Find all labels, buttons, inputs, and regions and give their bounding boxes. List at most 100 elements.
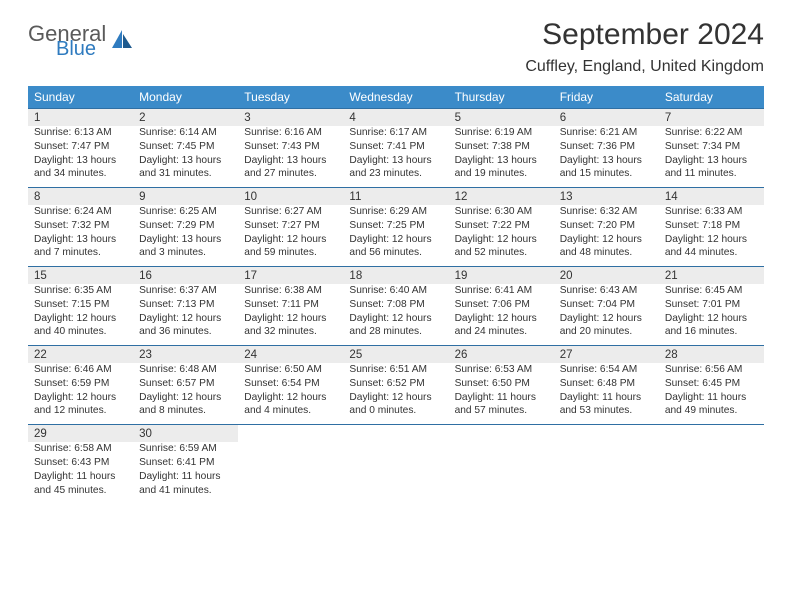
detail-row: Sunrise: 6:35 AMSunset: 7:15 PMDaylight:…	[28, 284, 764, 345]
day-number: 1	[28, 109, 133, 126]
weekday-header: Wednesday	[343, 86, 448, 108]
weekday-header-row: SundayMondayTuesdayWednesdayThursdayFrid…	[28, 86, 764, 108]
day-detail: Sunrise: 6:17 AMSunset: 7:41 PMDaylight:…	[343, 126, 448, 187]
day-detail: Sunrise: 6:33 AMSunset: 7:18 PMDaylight:…	[659, 205, 764, 266]
day-detail: Sunrise: 6:37 AMSunset: 7:13 PMDaylight:…	[133, 284, 238, 345]
day-number: 30	[133, 425, 238, 442]
weeks-container: 1234567Sunrise: 6:13 AMSunset: 7:47 PMDa…	[28, 108, 764, 503]
week-row: 891011121314Sunrise: 6:24 AMSunset: 7:32…	[28, 187, 764, 266]
day-detail: Sunrise: 6:48 AMSunset: 6:57 PMDaylight:…	[133, 363, 238, 424]
weekday-header: Saturday	[659, 86, 764, 108]
sail-icon	[110, 28, 134, 55]
detail-row: Sunrise: 6:58 AMSunset: 6:43 PMDaylight:…	[28, 442, 764, 503]
detail-row: Sunrise: 6:24 AMSunset: 7:32 PMDaylight:…	[28, 205, 764, 266]
week-row: 2930Sunrise: 6:58 AMSunset: 6:43 PMDayli…	[28, 424, 764, 503]
logo-text: General Blue	[28, 24, 106, 58]
day-number: 21	[659, 267, 764, 284]
day-number	[554, 425, 659, 442]
day-detail: Sunrise: 6:38 AMSunset: 7:11 PMDaylight:…	[238, 284, 343, 345]
calendar-page: General Blue September 2024 Cuffley, Eng…	[0, 0, 792, 521]
day-detail: Sunrise: 6:21 AMSunset: 7:36 PMDaylight:…	[554, 126, 659, 187]
logo-text-blue: Blue	[56, 40, 106, 58]
day-number: 5	[449, 109, 554, 126]
day-number: 23	[133, 346, 238, 363]
day-number: 22	[28, 346, 133, 363]
day-detail: Sunrise: 6:40 AMSunset: 7:08 PMDaylight:…	[343, 284, 448, 345]
week-row: 22232425262728Sunrise: 6:46 AMSunset: 6:…	[28, 345, 764, 424]
day-number: 19	[449, 267, 554, 284]
header: General Blue September 2024 Cuffley, Eng…	[28, 18, 764, 76]
day-detail: Sunrise: 6:58 AMSunset: 6:43 PMDaylight:…	[28, 442, 133, 503]
day-number: 6	[554, 109, 659, 126]
day-number: 12	[449, 188, 554, 205]
detail-row: Sunrise: 6:13 AMSunset: 7:47 PMDaylight:…	[28, 126, 764, 187]
page-title: September 2024	[525, 18, 764, 52]
day-number: 17	[238, 267, 343, 284]
day-number: 14	[659, 188, 764, 205]
weekday-header: Friday	[554, 86, 659, 108]
day-number	[659, 425, 764, 442]
day-detail: Sunrise: 6:14 AMSunset: 7:45 PMDaylight:…	[133, 126, 238, 187]
day-number: 4	[343, 109, 448, 126]
day-number: 8	[28, 188, 133, 205]
day-detail: Sunrise: 6:30 AMSunset: 7:22 PMDaylight:…	[449, 205, 554, 266]
day-number: 13	[554, 188, 659, 205]
daynum-row: 15161718192021	[28, 267, 764, 284]
day-number: 3	[238, 109, 343, 126]
day-detail	[554, 442, 659, 503]
day-number: 24	[238, 346, 343, 363]
day-number	[238, 425, 343, 442]
detail-row: Sunrise: 6:46 AMSunset: 6:59 PMDaylight:…	[28, 363, 764, 424]
day-number	[449, 425, 554, 442]
day-detail: Sunrise: 6:56 AMSunset: 6:45 PMDaylight:…	[659, 363, 764, 424]
day-number: 11	[343, 188, 448, 205]
day-detail: Sunrise: 6:13 AMSunset: 7:47 PMDaylight:…	[28, 126, 133, 187]
week-row: 1234567Sunrise: 6:13 AMSunset: 7:47 PMDa…	[28, 108, 764, 187]
title-block: September 2024 Cuffley, England, United …	[525, 18, 764, 76]
day-detail: Sunrise: 6:27 AMSunset: 7:27 PMDaylight:…	[238, 205, 343, 266]
day-detail: Sunrise: 6:43 AMSunset: 7:04 PMDaylight:…	[554, 284, 659, 345]
day-detail	[343, 442, 448, 503]
weekday-header: Tuesday	[238, 86, 343, 108]
weekday-header: Thursday	[449, 86, 554, 108]
day-number: 27	[554, 346, 659, 363]
day-detail: Sunrise: 6:50 AMSunset: 6:54 PMDaylight:…	[238, 363, 343, 424]
weekday-header: Sunday	[28, 86, 133, 108]
day-number: 18	[343, 267, 448, 284]
day-number: 15	[28, 267, 133, 284]
day-number: 29	[28, 425, 133, 442]
daynum-row: 891011121314	[28, 188, 764, 205]
day-detail	[449, 442, 554, 503]
day-detail: Sunrise: 6:35 AMSunset: 7:15 PMDaylight:…	[28, 284, 133, 345]
day-number: 28	[659, 346, 764, 363]
day-detail: Sunrise: 6:46 AMSunset: 6:59 PMDaylight:…	[28, 363, 133, 424]
logo: General Blue	[28, 24, 134, 58]
day-detail: Sunrise: 6:24 AMSunset: 7:32 PMDaylight:…	[28, 205, 133, 266]
daynum-row: 22232425262728	[28, 346, 764, 363]
day-number	[343, 425, 448, 442]
day-number: 2	[133, 109, 238, 126]
location-text: Cuffley, England, United Kingdom	[525, 58, 764, 76]
day-detail: Sunrise: 6:45 AMSunset: 7:01 PMDaylight:…	[659, 284, 764, 345]
daynum-row: 1234567	[28, 109, 764, 126]
day-detail: Sunrise: 6:16 AMSunset: 7:43 PMDaylight:…	[238, 126, 343, 187]
day-detail: Sunrise: 6:53 AMSunset: 6:50 PMDaylight:…	[449, 363, 554, 424]
day-number: 20	[554, 267, 659, 284]
day-number: 26	[449, 346, 554, 363]
day-detail: Sunrise: 6:22 AMSunset: 7:34 PMDaylight:…	[659, 126, 764, 187]
daynum-row: 2930	[28, 425, 764, 442]
day-number: 7	[659, 109, 764, 126]
week-row: 15161718192021Sunrise: 6:35 AMSunset: 7:…	[28, 266, 764, 345]
day-detail: Sunrise: 6:41 AMSunset: 7:06 PMDaylight:…	[449, 284, 554, 345]
day-number: 25	[343, 346, 448, 363]
day-detail	[238, 442, 343, 503]
day-detail: Sunrise: 6:32 AMSunset: 7:20 PMDaylight:…	[554, 205, 659, 266]
day-number: 9	[133, 188, 238, 205]
day-detail: Sunrise: 6:25 AMSunset: 7:29 PMDaylight:…	[133, 205, 238, 266]
day-number: 10	[238, 188, 343, 205]
day-detail: Sunrise: 6:29 AMSunset: 7:25 PMDaylight:…	[343, 205, 448, 266]
calendar-grid: SundayMondayTuesdayWednesdayThursdayFrid…	[28, 86, 764, 503]
day-number: 16	[133, 267, 238, 284]
weekday-header: Monday	[133, 86, 238, 108]
day-detail: Sunrise: 6:54 AMSunset: 6:48 PMDaylight:…	[554, 363, 659, 424]
